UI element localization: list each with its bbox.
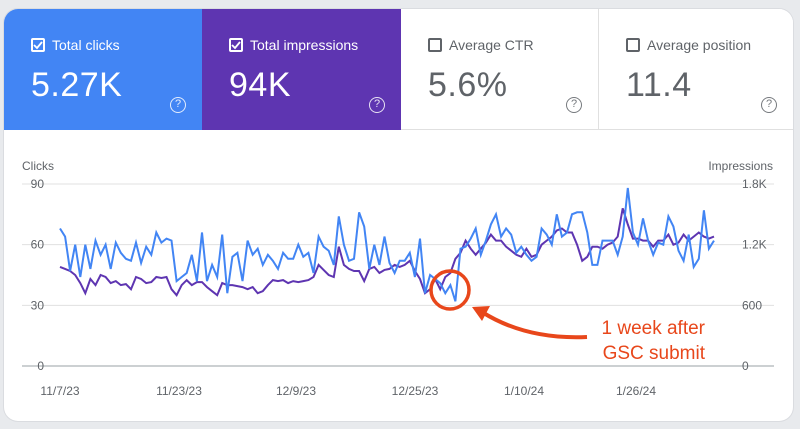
- metric-value: 94K: [229, 66, 291, 104]
- metric-value: 5.6%: [428, 66, 508, 104]
- metric-value: 11.4: [626, 66, 692, 104]
- series-line-clicks: [59, 187, 715, 302]
- checkbox-checked-icon[interactable]: [31, 38, 45, 52]
- help-icon[interactable]: ?: [761, 97, 777, 113]
- annotation-circle: [429, 269, 471, 311]
- metric-value: 5.27K: [31, 66, 123, 104]
- metric-label: Average CTR: [449, 37, 534, 53]
- metric-tab-average-ctr[interactable]: Average CTR 5.6% ?: [401, 9, 599, 130]
- y-tick-right: 0: [742, 359, 749, 373]
- x-axis-ticks: 11/7/23 11/23/23 12/9/23 12/25/23 1/10/24 1/2…: [40, 384, 656, 398]
- help-icon[interactable]: ?: [369, 97, 385, 113]
- y-tick-left: 30: [31, 298, 45, 312]
- checkbox-unchecked-icon[interactable]: [428, 38, 442, 52]
- y-axis-right-ticks: 0 600 1.2K 1.8K: [742, 177, 767, 373]
- help-icon[interactable]: ?: [170, 97, 186, 113]
- annotation-line-2: GSC submit: [603, 343, 706, 364]
- metric-label: Average position: [647, 37, 752, 53]
- metric-label: Total impressions: [250, 37, 359, 53]
- y-tick-right: 600: [742, 298, 762, 312]
- x-tick-label: 1/10/24: [504, 384, 544, 398]
- y-tick-right: 1.8K: [742, 177, 767, 191]
- metric-tabs: Total clicks 5.27K ? Total impressions 9…: [4, 9, 793, 130]
- arrow-head-icon: [472, 306, 490, 321]
- x-tick-label: 12/25/23: [392, 384, 439, 398]
- metric-tab-total-impressions[interactable]: Total impressions 94K ?: [202, 9, 401, 130]
- checkbox-unchecked-icon[interactable]: [626, 38, 640, 52]
- y-tick-left: 60: [31, 238, 45, 252]
- y-tick-left: 90: [31, 177, 45, 191]
- y-axis-left-ticks: 0 30 60 90: [31, 177, 45, 373]
- annotation-arrow: [480, 310, 588, 340]
- grid-lines: [22, 183, 774, 367]
- y-tick-right: 1.2K: [742, 238, 767, 252]
- metric-label: Total clicks: [52, 37, 120, 53]
- x-tick-label: 12/9/23: [276, 384, 316, 398]
- y-tick-left: 0: [37, 359, 44, 373]
- metric-tab-average-position[interactable]: Average position 11.4 ?: [599, 9, 793, 130]
- x-tick-label: 11/23/23: [156, 384, 202, 398]
- series-line-impressions: [59, 207, 715, 297]
- y-axis-right-label: Impressions: [708, 159, 773, 173]
- checkbox-checked-icon[interactable]: [229, 38, 243, 52]
- annotation-line-1: 1 week after: [602, 318, 706, 339]
- help-icon[interactable]: ?: [566, 97, 582, 113]
- metric-tab-total-clicks[interactable]: Total clicks 5.27K ?: [4, 9, 202, 130]
- annotation: 1 week after GSC submit: [429, 269, 706, 364]
- performance-card: Total clicks 5.27K ? Total impressions 9…: [4, 9, 793, 421]
- x-tick-label: 11/7/23: [40, 384, 79, 398]
- y-axis-left-label: Clicks: [22, 159, 54, 173]
- x-tick-label: 1/26/24: [616, 384, 656, 398]
